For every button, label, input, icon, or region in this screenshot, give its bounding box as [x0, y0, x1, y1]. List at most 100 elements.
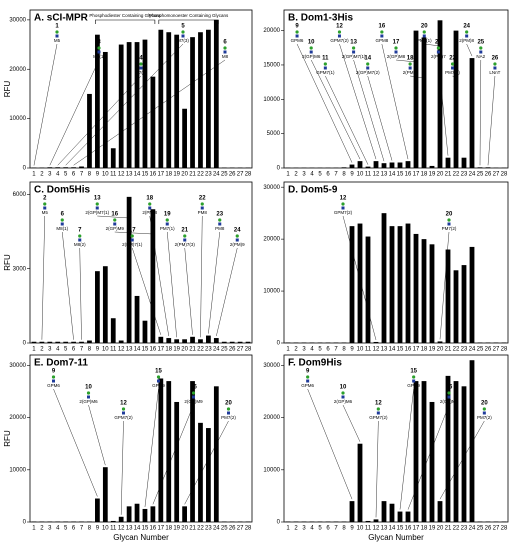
x-tick-label: 9 — [96, 172, 100, 178]
x-tick-label: 26 — [229, 347, 236, 353]
x-tick-label: 10 — [357, 526, 364, 532]
bar — [461, 157, 467, 168]
bar — [190, 336, 195, 343]
x-tick-label: 4 — [56, 172, 60, 178]
pointer — [144, 388, 159, 507]
glycan-number: 6 — [223, 40, 227, 46]
glycan-icon — [465, 34, 469, 38]
glycan-label: LNnT — [489, 70, 500, 75]
x-tick-label: 28 — [501, 526, 508, 532]
x-tick-label: 24 — [213, 172, 220, 178]
bar — [63, 341, 69, 343]
x-tick-label: 16 — [405, 347, 412, 353]
glycan-number: 4 — [139, 56, 143, 62]
x-tick-label: 25 — [477, 526, 484, 532]
bar — [158, 336, 164, 343]
x-tick-label: 22 — [453, 347, 460, 353]
x-tick-label: 25 — [477, 172, 484, 178]
x-tick-label: 22 — [453, 172, 460, 178]
bar — [245, 341, 251, 343]
bar — [126, 506, 132, 522]
plot-frame — [29, 354, 253, 523]
pointer — [479, 59, 481, 166]
glycan-label: M7(2) — [135, 70, 147, 75]
x-tick-label: 12 — [373, 347, 380, 353]
pointer — [120, 420, 124, 515]
x-tick-label: 28 — [245, 526, 252, 532]
glycan-icon — [227, 411, 230, 415]
x-tick-label: 24 — [469, 526, 476, 532]
bar — [142, 320, 148, 343]
bar — [142, 39, 148, 168]
bar — [429, 244, 435, 343]
plot-frame — [283, 181, 509, 344]
glycan-number: 1 — [55, 24, 59, 30]
x-tick-label: 15 — [142, 172, 149, 178]
glycan-icon — [376, 411, 380, 415]
bar — [445, 249, 451, 343]
glycan-icon — [122, 411, 125, 415]
glycan-icon — [341, 206, 345, 210]
x-tick-label: 9 — [350, 172, 354, 178]
x-tick-label: 2 — [294, 172, 298, 178]
glycan-icon — [191, 391, 196, 395]
glycan-number: 16 — [111, 212, 118, 218]
x-tick-label: 3 — [48, 526, 52, 532]
bar — [469, 246, 475, 343]
glycan-icon — [130, 238, 134, 242]
bar — [71, 341, 76, 343]
glycan-icon — [341, 202, 345, 206]
pointer — [381, 43, 409, 160]
glycan-icon — [218, 218, 222, 222]
pointer — [73, 59, 226, 166]
glycan-icon — [493, 66, 497, 70]
x-tick-label: 19 — [173, 526, 180, 532]
bracket-label: Phosphodiester Containing Glycans — [89, 13, 161, 18]
pointer — [152, 404, 194, 505]
y-tick-label: 30000 — [9, 363, 26, 369]
x-tick-label: 4 — [56, 347, 60, 353]
bar — [150, 506, 156, 522]
bar — [309, 342, 315, 343]
bar — [357, 161, 363, 168]
glycan-icon — [165, 218, 169, 222]
bar — [221, 341, 227, 343]
bar — [55, 341, 61, 343]
glycan-label: 2(GP)M6 — [302, 54, 321, 59]
bar — [381, 163, 387, 168]
panel-title: D. Dom5-9 — [288, 185, 338, 196]
x-axis-label: Glycan Number — [113, 533, 169, 542]
glycan-icon — [226, 407, 231, 411]
bar — [349, 501, 355, 522]
x-tick-label: 6 — [72, 347, 76, 353]
glycan-icon — [309, 46, 313, 50]
x-tick-label: 18 — [165, 172, 172, 178]
bar — [166, 381, 172, 522]
pointer — [41, 215, 45, 340]
x-tick-label: 5 — [318, 172, 322, 178]
glycan-number: 15 — [155, 369, 162, 375]
bar — [190, 381, 195, 522]
glycan-icon — [341, 391, 345, 395]
bar — [309, 521, 315, 522]
bar — [206, 29, 211, 168]
bar — [110, 318, 116, 343]
glycan-icon — [422, 34, 426, 38]
x-tick-label: 23 — [461, 172, 468, 178]
x-tick-label: 20 — [437, 526, 444, 532]
bar — [55, 521, 61, 522]
bar — [55, 167, 61, 168]
pointer — [375, 420, 379, 518]
glycan-icon — [55, 34, 59, 38]
x-tick-label: 11 — [110, 172, 117, 178]
pointer — [353, 59, 385, 162]
glycan-number: 9 — [306, 369, 310, 375]
glycan-label: M7(1) — [93, 54, 105, 59]
bar — [198, 339, 203, 343]
x-tick-label: 1 — [32, 172, 36, 178]
bar — [437, 20, 443, 168]
pointer — [88, 404, 106, 466]
bar — [102, 266, 108, 343]
x-tick-label: 2 — [294, 347, 298, 353]
glycan-icon — [43, 202, 47, 206]
